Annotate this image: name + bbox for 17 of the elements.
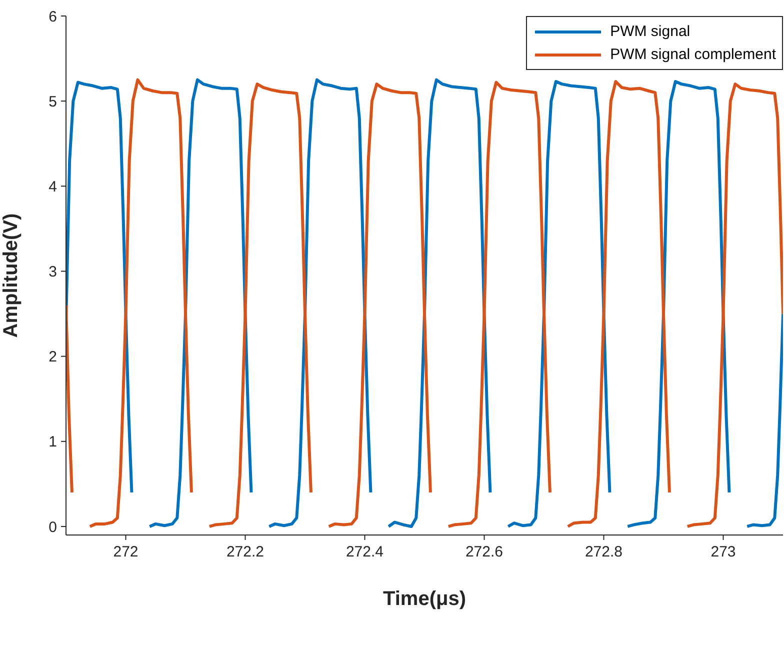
x-tick-label: 272.2: [226, 544, 264, 561]
y-tick-label: 6: [48, 8, 57, 26]
y-tick-label: 0: [48, 518, 57, 536]
x-tick-label: 272: [113, 544, 138, 561]
x-tick-label: 272.6: [465, 544, 504, 561]
x-tick-label: 272.4: [346, 544, 384, 561]
y-tick-label: 1: [48, 434, 57, 451]
y-axis-title: Amplitude(V): [0, 213, 22, 338]
legend-label: PWM signal: [610, 23, 690, 40]
y-tick-label: 5: [48, 93, 57, 110]
legend-label: PWM signal complement: [610, 46, 776, 63]
x-axis-title: Time(μs): [383, 588, 466, 610]
x-tick-label: 272.8: [584, 544, 623, 561]
y-tick-label: 4: [48, 178, 57, 196]
y-tick-label: 3: [48, 264, 57, 281]
x-tick-label: 273: [710, 544, 736, 561]
y-tick-label: 2: [48, 348, 57, 366]
